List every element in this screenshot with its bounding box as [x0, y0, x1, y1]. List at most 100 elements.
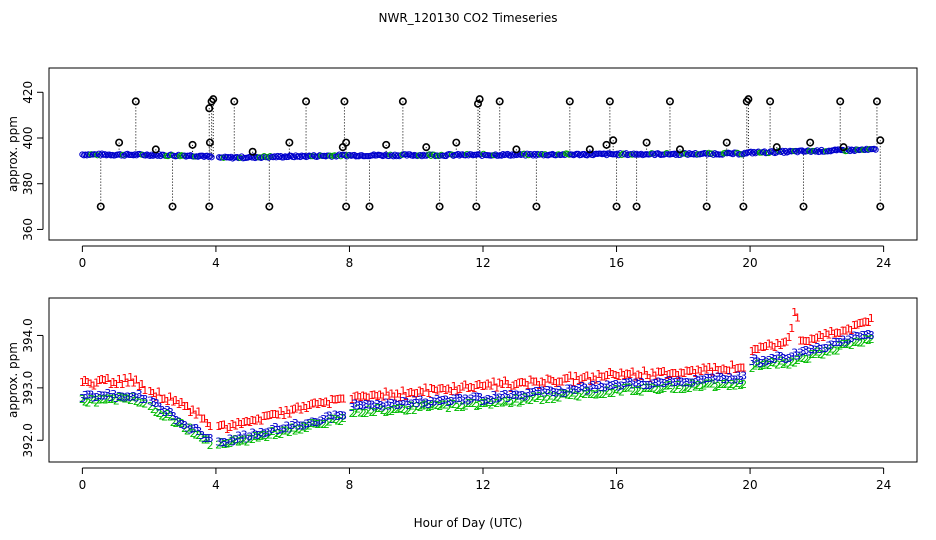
series-2-point: 2	[700, 380, 707, 393]
series-1-point: 1	[785, 331, 792, 344]
series-3-point: 3	[263, 426, 270, 439]
series-3-point: 3	[774, 350, 781, 363]
series-2-point: 2	[561, 387, 568, 400]
baseline-point	[315, 153, 322, 160]
series-2-point: 2	[712, 381, 719, 394]
series-1-point: 1	[391, 390, 398, 403]
series-3-point: 3	[505, 392, 512, 405]
baseline-point	[228, 153, 235, 160]
series-2-point: 2	[513, 392, 520, 405]
spike-point	[702, 202, 711, 211]
series-2-point: 2	[505, 395, 512, 408]
series-1-point: 1	[365, 392, 372, 405]
series-2-point: 2	[791, 356, 798, 369]
series-3-point: 3	[371, 401, 378, 414]
series-2-point: 2	[666, 379, 673, 392]
series-1-point: 1	[278, 405, 285, 418]
series-1-point: 1	[646, 372, 653, 385]
series-3-point: 3	[121, 392, 128, 405]
series-3-point: 3	[207, 432, 214, 445]
baseline-point	[334, 152, 341, 159]
series-1-point: 1	[820, 331, 827, 344]
series-1-point: 1	[678, 367, 685, 380]
spike-point	[722, 138, 731, 147]
series-3-point: 3	[119, 391, 126, 404]
series-2-point: 2	[621, 382, 628, 395]
series-3-point: 3	[828, 338, 835, 351]
series-2-point: 2	[524, 393, 531, 406]
series-3-point: 3	[496, 392, 503, 405]
baseline-point	[629, 151, 636, 158]
baseline-point	[704, 151, 711, 158]
series-1-point: 1	[649, 366, 656, 379]
baseline-point	[142, 152, 149, 159]
series-3-point: 3	[238, 432, 245, 445]
series-1-point: 1	[544, 373, 551, 386]
series-1-point: 1	[147, 385, 154, 398]
series-2-point: 2	[266, 429, 273, 442]
series-2-point: 2	[473, 400, 480, 413]
series-2-point: 2	[417, 401, 424, 414]
baseline-point	[710, 151, 717, 158]
series-3-point: 3	[79, 392, 86, 405]
series-1-point: 1	[663, 369, 670, 382]
series-2-point: 2	[422, 398, 429, 411]
series-2-point: 2	[479, 397, 486, 410]
series-3-point: 3	[675, 374, 682, 387]
series-2-point: 2	[618, 386, 625, 399]
baseline-point	[148, 151, 155, 158]
baseline-point	[523, 150, 531, 157]
spike-point	[739, 202, 748, 211]
series-3-point: 3	[334, 410, 341, 423]
spike-point	[799, 202, 808, 211]
series-2-point: 2	[385, 405, 392, 418]
series-1-point: 1	[377, 388, 384, 401]
spike-point	[806, 138, 815, 147]
series-2-point: 2	[187, 422, 194, 435]
series-3-point: 3	[289, 419, 296, 432]
series-2-point: 2	[286, 426, 293, 439]
series-3-point: 3	[570, 383, 577, 396]
series-3-point: 3	[232, 433, 239, 446]
baseline-point	[327, 152, 334, 159]
series-2-point: 2	[90, 394, 97, 407]
series-2-point: 2	[297, 424, 304, 437]
series-2-point: 2	[820, 348, 827, 361]
series-3-point: 3	[133, 391, 140, 404]
series-2-point: 2	[689, 377, 696, 390]
series-1-point: 1	[124, 376, 131, 389]
series-3-point: 3	[243, 432, 250, 445]
spike-point	[605, 97, 614, 106]
series-1-point: 1	[326, 398, 333, 411]
series-3-point: 3	[394, 399, 401, 412]
series-3-point: 3	[499, 389, 506, 402]
series-2-point: 2	[110, 392, 117, 405]
series-2-point: 2	[283, 424, 290, 437]
series-2-point: 2	[121, 392, 128, 405]
series-1-point: 1	[178, 396, 185, 409]
series-3-point: 3	[587, 381, 594, 394]
series-3-point: 3	[800, 345, 807, 358]
series-3-point: 3	[663, 375, 670, 388]
series-1-point: 1	[533, 375, 540, 388]
series-2-point: 2	[241, 434, 248, 447]
baseline-point	[851, 147, 858, 154]
series-1-point: 1	[215, 420, 222, 433]
series-2-point: 2	[394, 403, 401, 416]
spike-point	[205, 202, 214, 211]
series-2-point: 2	[340, 412, 347, 425]
series-3-point: 3	[192, 422, 199, 435]
series-2-point: 2	[837, 339, 844, 352]
series-1-point: 1	[360, 390, 367, 403]
series-2-point: 2	[800, 352, 807, 365]
series-3-point: 3	[368, 398, 375, 411]
series-1-point: 1	[729, 359, 736, 372]
series-2-point: 2	[377, 402, 384, 415]
series-2-point: 2	[839, 338, 846, 351]
series-3-point: 3	[601, 381, 608, 394]
series-3-point: 3	[607, 380, 614, 393]
series-2-point: 2	[610, 387, 617, 400]
series-2-point: 2	[184, 424, 191, 437]
series-2-point: 2	[530, 391, 537, 404]
series-2-point: 2	[232, 433, 239, 446]
